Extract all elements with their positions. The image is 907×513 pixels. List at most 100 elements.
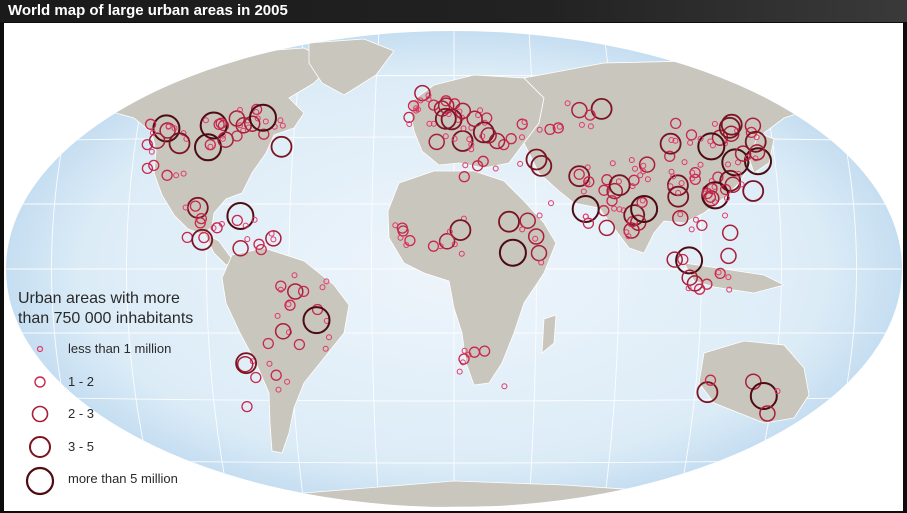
urban-area-circle — [638, 156, 656, 173]
urban-area-circle — [734, 145, 752, 162]
urban-area-circle — [237, 107, 243, 113]
urban-area-circle — [460, 125, 467, 132]
urban-area-circle — [191, 228, 214, 251]
urban-area-circle — [194, 217, 206, 229]
urban-area-circle — [582, 217, 595, 229]
urban-area-circle — [428, 133, 445, 151]
urban-area-circle — [759, 405, 776, 422]
urban-area-circle — [664, 150, 676, 162]
urban-area-circle — [677, 253, 689, 266]
urban-area-circle — [519, 226, 526, 233]
urban-area-circle — [468, 141, 475, 148]
urban-area-circle — [578, 121, 585, 128]
urban-area-circle — [697, 132, 726, 161]
urban-area-circle — [319, 284, 326, 291]
urban-area-circle — [148, 159, 160, 172]
urban-area-circle — [291, 272, 298, 279]
urban-area-circle — [609, 160, 616, 167]
urban-area-circle — [697, 161, 704, 168]
urban-area-circle — [564, 100, 571, 107]
urban-area-circle — [195, 212, 207, 225]
urban-area-circle — [236, 355, 254, 373]
urban-area-circle — [468, 146, 475, 153]
urban-area-circle — [406, 121, 413, 127]
urban-area-circle — [556, 123, 563, 130]
urban-area-circle — [774, 388, 781, 395]
legend-symbol-3-5 — [29, 435, 51, 458]
urban-area-circle — [711, 120, 718, 127]
urban-area-circle — [215, 117, 227, 129]
urban-area-circle — [415, 106, 421, 113]
urban-area-circle — [544, 123, 556, 136]
urban-area-circle — [161, 169, 173, 181]
urban-area-circle — [505, 133, 517, 145]
urban-area-circle — [527, 228, 545, 245]
urban-area-circle — [446, 228, 453, 235]
urban-area-circle — [637, 172, 644, 179]
urban-area-circle — [571, 101, 588, 119]
urban-area-circle — [632, 165, 638, 172]
urban-area-circle — [639, 197, 646, 204]
legend-title: Urban areas with more than 750 000 inhab… — [18, 289, 208, 329]
urban-area-circle — [287, 283, 304, 300]
urban-area-circle — [685, 285, 692, 292]
urban-area-circle — [480, 127, 497, 144]
urban-area-circle — [615, 178, 622, 185]
urban-area-circle — [628, 157, 635, 163]
legend-item-3-5: 3 - 5 — [18, 433, 208, 466]
urban-area-circle — [274, 312, 281, 319]
urban-area-circle — [148, 148, 155, 155]
urban-area-circle — [689, 175, 696, 182]
urban-area-circle — [668, 137, 675, 143]
urban-area-circle — [744, 130, 767, 153]
indonesia — [683, 262, 786, 294]
urban-area-circle — [735, 170, 742, 177]
urban-area-circle — [659, 132, 682, 155]
urban-area-circle — [323, 278, 330, 285]
urban-area-circle — [285, 301, 292, 308]
urban-area-circle — [744, 117, 762, 134]
urban-area-circle — [536, 126, 543, 133]
urban-area-circle — [180, 170, 187, 177]
urban-area-circle — [397, 225, 409, 237]
urban-area-circle — [552, 122, 564, 134]
legend-item-2-3: 2 - 3 — [18, 400, 208, 433]
urban-area-circle — [630, 195, 659, 223]
africa — [387, 170, 557, 386]
urban-area-circle — [451, 135, 458, 142]
urban-area-circle — [681, 269, 698, 286]
urban-area-circle — [675, 246, 704, 275]
legend-item-1-2: 1 - 2 — [18, 368, 208, 401]
greenland — [308, 38, 395, 96]
urban-area-circle — [749, 382, 778, 410]
urban-area-circle — [242, 222, 249, 229]
urban-area-circle — [268, 230, 275, 237]
urban-area-circle — [438, 233, 456, 250]
urban-area-circle — [426, 120, 433, 127]
world-map — [6, 31, 902, 507]
urban-area-circle — [696, 381, 719, 404]
urban-area-circle — [640, 168, 647, 175]
urban-area-circle — [640, 162, 647, 169]
urban-area-circle — [573, 168, 585, 180]
urban-area-circle — [458, 171, 470, 183]
urban-area-circle — [714, 267, 726, 280]
urban-area-circle — [417, 97, 424, 104]
urban-area-circle — [598, 219, 616, 237]
urban-area-circle — [326, 334, 332, 341]
urban-area-circle — [148, 132, 166, 150]
urban-area-circle — [255, 243, 267, 256]
urban-area-circle — [477, 155, 489, 167]
legend-item-gt5: more than 5 million — [18, 465, 208, 498]
legend-symbol-large — [25, 466, 55, 496]
urban-area-circle — [173, 172, 180, 179]
urban-area-circle — [723, 195, 730, 202]
urban-area-circle — [715, 269, 722, 276]
urban-area-circle — [235, 352, 258, 375]
urban-area-circle — [688, 226, 695, 233]
urban-area-circle — [582, 213, 589, 220]
urban-area-circle — [501, 383, 508, 390]
urban-area-circle — [253, 238, 265, 250]
urban-area-circle — [580, 188, 587, 195]
urban-area-circle — [670, 173, 677, 180]
